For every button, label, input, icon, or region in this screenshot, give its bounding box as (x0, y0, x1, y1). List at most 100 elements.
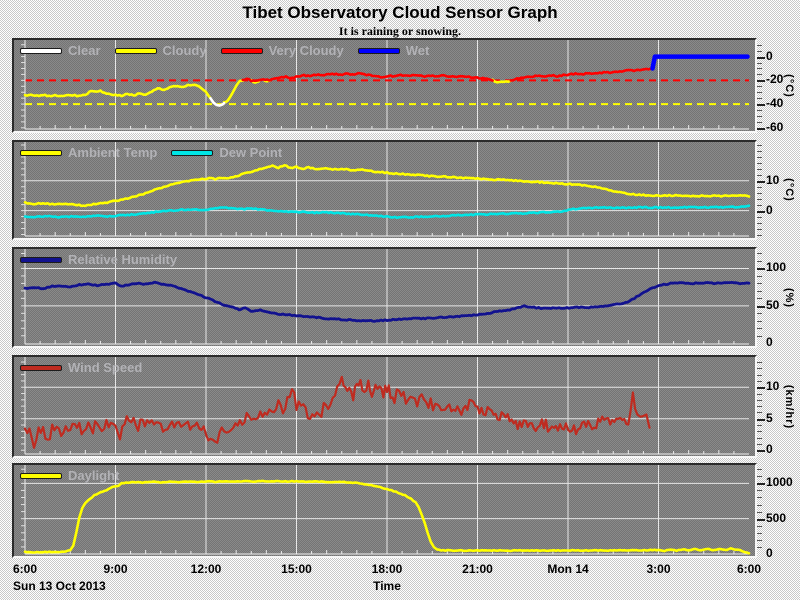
series-relative-humidity (23, 280, 751, 323)
y-minor-tick (757, 437, 762, 439)
relative-humidity-plot (21, 249, 751, 345)
y-minor-tick (757, 504, 762, 506)
temperature-chart: Ambient Temp Dew Point (12, 140, 757, 240)
y-minor-tick (757, 260, 762, 262)
series-cloudy (23, 83, 212, 100)
x-tick-label: 6:00 (12, 562, 38, 576)
y-tick-label: 0 (766, 48, 773, 63)
y-minor-tick (757, 186, 762, 188)
y-minor-tick (757, 362, 762, 364)
y-minor-tick (757, 313, 762, 315)
y-minor-tick (757, 476, 762, 478)
y-major-tick (757, 127, 765, 130)
y-minor-tick (757, 283, 762, 285)
y-axis-unit: (°C) (783, 73, 795, 98)
y-major-tick (757, 80, 765, 83)
y-minor-tick (757, 110, 762, 111)
y-major-tick (757, 518, 765, 521)
date-label: Sun 13 Oct 2013 (13, 579, 106, 593)
y-major-tick (757, 210, 765, 213)
y-minor-tick (757, 192, 762, 194)
y-minor-tick (757, 328, 762, 330)
y-minor-tick (757, 380, 762, 382)
x-axis-title: Time (373, 579, 401, 593)
y-minor-tick (757, 222, 762, 224)
y-minor-tick (757, 275, 762, 277)
y-tick-label: 10 (766, 379, 780, 394)
y-tick-label: 5 (766, 410, 773, 425)
y-minor-tick (757, 374, 762, 376)
y-axis-unit: (km/hr) (783, 384, 795, 429)
y-minor-tick (757, 174, 762, 176)
daylight-chart: Daylight (12, 463, 757, 558)
y-minor-tick (757, 469, 762, 471)
temperature-plot (21, 142, 751, 237)
status-message: It is raining or snowing. (338, 24, 462, 38)
y-minor-tick (757, 216, 762, 218)
y-tick-label: -20 (766, 72, 784, 87)
y-minor-tick (757, 156, 762, 158)
y-minor-tick (757, 399, 762, 401)
y-minor-tick (757, 298, 762, 300)
y-minor-tick (757, 115, 762, 117)
series-very-cloudy (509, 67, 654, 82)
y-tick-label: 1000 (766, 475, 793, 490)
x-tick-label: 6:00 (736, 562, 762, 576)
y-minor-tick (757, 50, 762, 52)
y-minor-tick (757, 393, 762, 395)
x-tick-label: 18:00 (371, 562, 403, 576)
y-axis-unit: (%) (783, 287, 795, 308)
y-minor-tick (757, 412, 762, 414)
x-tick-label: 9:00 (103, 562, 128, 576)
y-minor-tick (757, 86, 762, 88)
wind-speed-chart: Wind Speed (12, 355, 757, 458)
series-clear (209, 96, 226, 107)
x-tick-label: 3:00 (646, 562, 671, 576)
y-axis-unit: (°C) (783, 178, 795, 202)
y-minor-tick (757, 144, 762, 146)
y-minor-tick (757, 490, 762, 492)
y-minor-tick (757, 62, 762, 64)
y-major-tick (757, 483, 765, 486)
series-dew-point (23, 204, 751, 220)
y-minor-tick (757, 532, 762, 534)
y-minor-tick (757, 121, 762, 123)
y-minor-tick (757, 68, 762, 70)
y-minor-tick (757, 546, 762, 548)
y-tick-label: 0 (766, 546, 773, 560)
y-tick-label: 0 (766, 335, 773, 350)
x-tick-label: 21:00 (462, 562, 493, 576)
y-minor-tick (757, 511, 762, 513)
y-minor-tick (757, 204, 762, 206)
y-tick-label: 0 (766, 202, 773, 217)
y-minor-tick (757, 335, 762, 337)
y-major-tick (757, 56, 765, 59)
y-minor-tick (757, 368, 762, 370)
y-tick-label: -40 (766, 96, 784, 111)
y-tick-label: 10 (766, 172, 780, 187)
y-minor-tick (757, 92, 762, 94)
cloud-condition-chart: Clear Cloudy Very Cloudy Wet (12, 38, 757, 133)
y-major-tick (757, 180, 765, 183)
series-daylight (23, 479, 751, 555)
daylight-plot (21, 465, 751, 555)
y-minor-tick (757, 320, 762, 322)
y-major-tick (757, 305, 765, 308)
y-minor-tick (757, 150, 762, 152)
y-minor-tick (757, 525, 762, 527)
series-ambient-temp (23, 163, 751, 208)
y-major-tick (757, 450, 765, 453)
cloud-condition-plot (21, 40, 750, 130)
relative-humidity-chart: Relative Humidity (12, 247, 757, 348)
y-tick-label: 50 (766, 297, 780, 312)
page-title: Tibet Observatory Cloud Sensor Graph (242, 3, 558, 22)
series-cloudy (222, 79, 245, 104)
y-major-tick (757, 268, 765, 271)
y-minor-tick (757, 497, 762, 499)
y-minor-tick (757, 431, 762, 433)
y-major-tick (757, 387, 765, 390)
series-very-cloudy (241, 71, 494, 83)
y-tick-label: 0 (766, 442, 773, 457)
y-minor-tick (757, 425, 762, 427)
